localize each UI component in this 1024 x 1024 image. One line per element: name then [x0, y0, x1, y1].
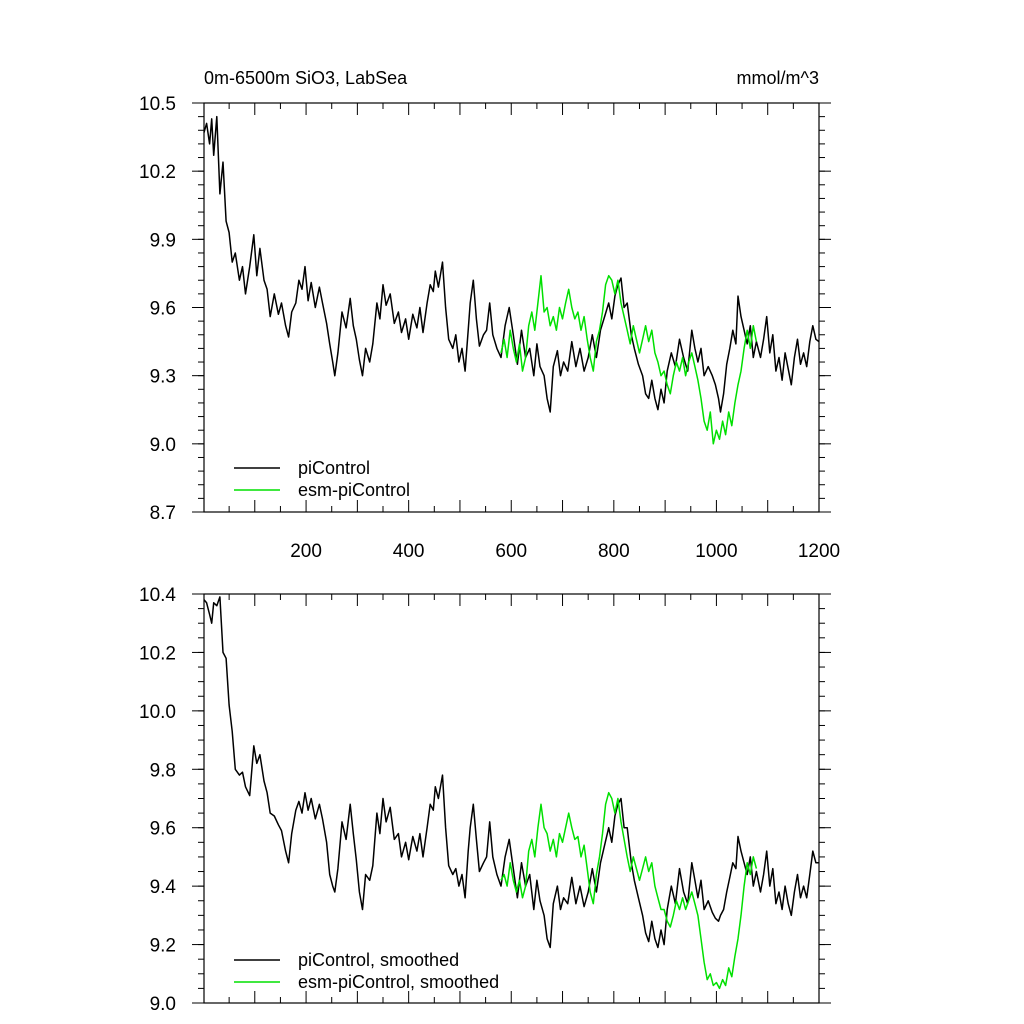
top-x-tick-label: 800 — [598, 541, 630, 562]
top-x-tick-labels: 200 400 600 800 1000 1200 — [290, 541, 840, 562]
bottom-y-tick-label: 10.2 — [139, 643, 176, 664]
top-series-lines — [203, 115, 820, 445]
bottom-y-tick-label: 9.6 — [150, 819, 176, 840]
bottom-y-tick-label: 9.4 — [150, 877, 177, 898]
top-x-tick-label: 600 — [495, 541, 527, 562]
top-legend-label-picontrol: piControl — [298, 458, 370, 478]
bottom-y-tick-label: 9.2 — [150, 936, 176, 957]
top-y-tick-label: 9.3 — [150, 367, 176, 388]
top-series-line — [203, 115, 820, 413]
top-legend: piControl esm-piControl — [234, 458, 410, 500]
top-y-tick-label: 10.5 — [139, 94, 176, 115]
bottom-series-line — [500, 791, 758, 990]
bottom-y-tick-labels: 10.4 10.2 10.0 9.8 9.6 9.4 9.2 9.0 — [139, 585, 176, 1015]
top-y-tick-label: 9.6 — [150, 299, 176, 320]
top-x-tick-label: 200 — [290, 541, 322, 562]
bottom-y-tick-label: 9.0 — [150, 994, 176, 1015]
bottom-axes — [192, 593, 831, 1004]
top-y-tick-label: 9.9 — [150, 230, 176, 251]
bottom-panel: 10.4 10.2 10.0 9.8 9.6 9.4 9.2 9.0 piControl, s… — [139, 585, 831, 1015]
bottom-legend-label-picontrol: piControl, smoothed — [298, 950, 459, 970]
top-x-tick-label: 400 — [393, 541, 425, 562]
top-chart-title: 0m-6500m SiO3, LabSea — [204, 68, 408, 88]
top-x-tick-label: 1200 — [798, 541, 840, 562]
top-legend-label-esm-picontrol: esm-piControl — [298, 480, 410, 500]
bottom-y-tick-label: 9.8 — [150, 760, 176, 781]
top-x-tick-label: 1000 — [695, 541, 737, 562]
top-y-tick-labels: 10.5 10.2 9.9 9.6 9.3 9.0 8.7 — [139, 94, 176, 524]
bottom-y-tick-label: 10.4 — [139, 585, 176, 606]
top-y-tick-label: 8.7 — [150, 503, 176, 524]
bottom-series-line — [203, 596, 819, 949]
bottom-series-lines — [203, 596, 819, 990]
top-y-tick-label: 9.0 — [150, 435, 176, 456]
top-axes — [192, 102, 831, 513]
bottom-y-tick-label: 10.0 — [139, 702, 176, 723]
bottom-plot-frame — [203, 593, 820, 1004]
top-panel: 0m-6500m SiO3, LabSea mmol/m^3 200 400 600… — [139, 68, 840, 562]
top-plot-frame — [203, 102, 820, 513]
bottom-legend-label-esm-picontrol: esm-piControl, smoothed — [298, 972, 499, 992]
top-y-tick-label: 10.2 — [139, 162, 176, 183]
top-chart-units: mmol/m^3 — [737, 68, 819, 88]
bottom-legend: piControl, smoothed esm-piControl, smoot… — [234, 950, 499, 992]
top-series-line — [500, 274, 758, 445]
